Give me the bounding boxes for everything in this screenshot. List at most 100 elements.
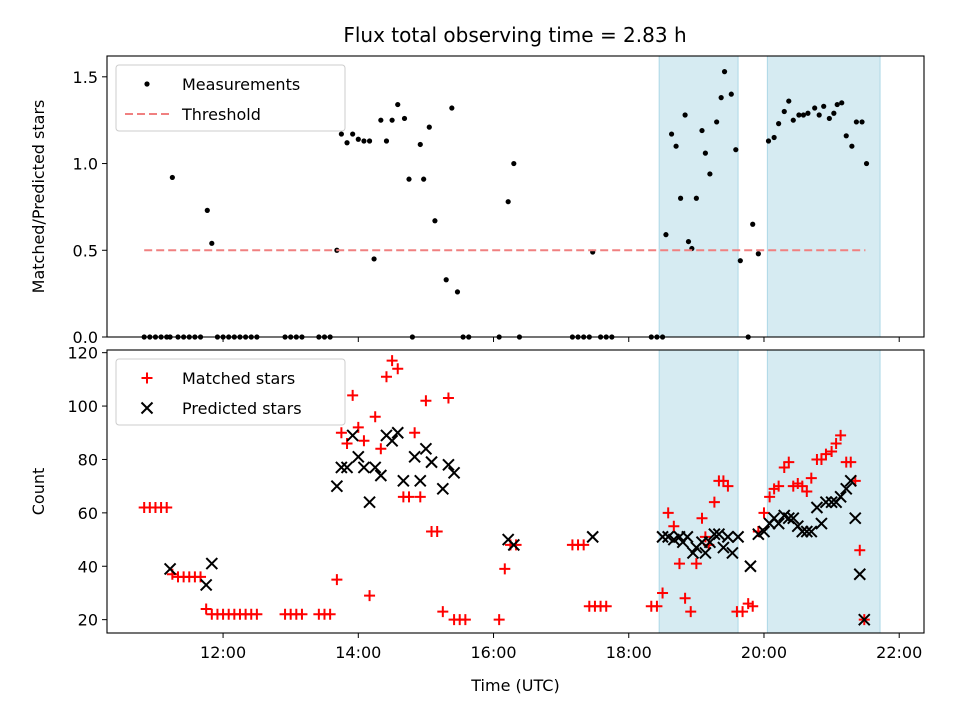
measurement-point [426, 124, 432, 130]
matched-star-point [801, 486, 813, 497]
predicted-star-point [397, 474, 410, 488]
measurement-point [361, 138, 367, 144]
matched-star-point [764, 491, 776, 503]
y-tick-label: 80 [78, 450, 98, 469]
matched-star-point [341, 437, 353, 449]
predicted-star-point [815, 517, 828, 530]
predicted-star-point [805, 525, 818, 538]
measurement-point [169, 174, 175, 181]
predicted-star-point [335, 461, 348, 474]
predicted-star-point [726, 546, 739, 560]
legend: Measurements Threshold [115, 64, 346, 132]
measurement-point [699, 127, 705, 134]
x-tick-label: 14:00 [335, 643, 381, 662]
predicted-star-point [391, 426, 404, 439]
matched-star-point [493, 614, 505, 626]
matched-star-point [696, 512, 708, 524]
measurement-point [511, 160, 517, 167]
matched-star-point [324, 608, 336, 620]
predicted-star-point [849, 511, 862, 525]
x-tick-label: 18:00 [606, 643, 652, 662]
y-tick-label: 120 [67, 344, 98, 363]
matched-star-point [690, 558, 702, 570]
predicted-star-point [205, 557, 219, 570]
predicted-star-point [825, 495, 838, 509]
predicted-star-point [853, 568, 866, 581]
matched-star-point [375, 443, 387, 455]
matched-star-point [499, 563, 511, 575]
y-tick-label: 60 [78, 504, 98, 523]
measurement-point [338, 131, 344, 137]
matched-star-point [195, 571, 207, 583]
predicted-star-point [374, 469, 388, 482]
matched-star-point [830, 437, 842, 449]
matched-star-point [420, 395, 432, 407]
measurement-point [378, 117, 384, 123]
matched-star-point [854, 544, 866, 556]
measurement-point [853, 119, 859, 125]
measurement-point [718, 95, 724, 101]
y-tick-label: 20 [78, 611, 98, 630]
measurement-point [776, 121, 782, 127]
matched-star-point [673, 558, 685, 570]
predicted-star-point [731, 530, 745, 544]
measurement-point [843, 133, 849, 139]
matched-star-point [431, 526, 443, 538]
measurement-point [826, 115, 832, 122]
predicted-star-point [436, 482, 450, 496]
predicted-star-point [385, 434, 399, 447]
measurement-point [831, 110, 837, 116]
predicted-star-point [810, 501, 824, 514]
matched-star-point [783, 456, 795, 468]
matched-star-point [747, 600, 759, 612]
predicted-star-point [858, 613, 871, 626]
measurement-point [454, 289, 461, 295]
measurement-point [812, 105, 818, 111]
predicted-star-point [772, 517, 785, 530]
x-tick-label: 20:00 [741, 643, 787, 662]
measurement-point [816, 112, 822, 118]
measurement-point [693, 195, 699, 201]
y-tick-label: 0.0 [73, 328, 98, 347]
measurement-point [421, 176, 427, 182]
predicted-star-point [834, 490, 847, 504]
matched-star-point [826, 445, 838, 457]
matched-star-point [657, 587, 669, 599]
measurement-point [786, 98, 792, 104]
matched-star-point [737, 606, 749, 618]
measurement-point [449, 105, 455, 111]
matched-star-point [414, 491, 426, 503]
predicted-star-point [346, 429, 359, 442]
matched-star-point [835, 429, 847, 441]
measurement-point [781, 108, 787, 115]
x-tick-label: 12:00 [200, 643, 246, 662]
measurement-point [755, 251, 761, 257]
predicted-star-point [800, 525, 814, 538]
matched-star-point [442, 392, 454, 404]
matched-star-point [805, 472, 817, 484]
matched-star-point [386, 355, 398, 367]
predicted-star-point [414, 474, 427, 488]
predicted-star-point [425, 455, 438, 469]
measurement-point [849, 143, 855, 149]
legend-box [115, 358, 346, 426]
measurement-point [344, 140, 350, 146]
measurement-point [821, 103, 827, 109]
y-axis-label: Count [29, 468, 48, 516]
shaded-region [658, 349, 739, 634]
predicted-star-point [819, 495, 833, 509]
matched-star-point [352, 421, 364, 433]
matched-star-point [409, 427, 421, 439]
matched-star-point [578, 539, 590, 551]
matched-star-point [845, 456, 857, 468]
predicted-star-point [368, 461, 382, 474]
predicted-star-point [447, 466, 461, 480]
measurement-point [859, 119, 865, 125]
legend-label: Matched stars [182, 369, 295, 388]
shaded-region [766, 349, 881, 634]
y-axis-label: Matched/Predicted stars [29, 100, 48, 294]
matched-star-point [251, 608, 263, 620]
measurement-point [677, 195, 684, 201]
matched-star-point [668, 520, 680, 532]
legend-marker [140, 401, 154, 415]
